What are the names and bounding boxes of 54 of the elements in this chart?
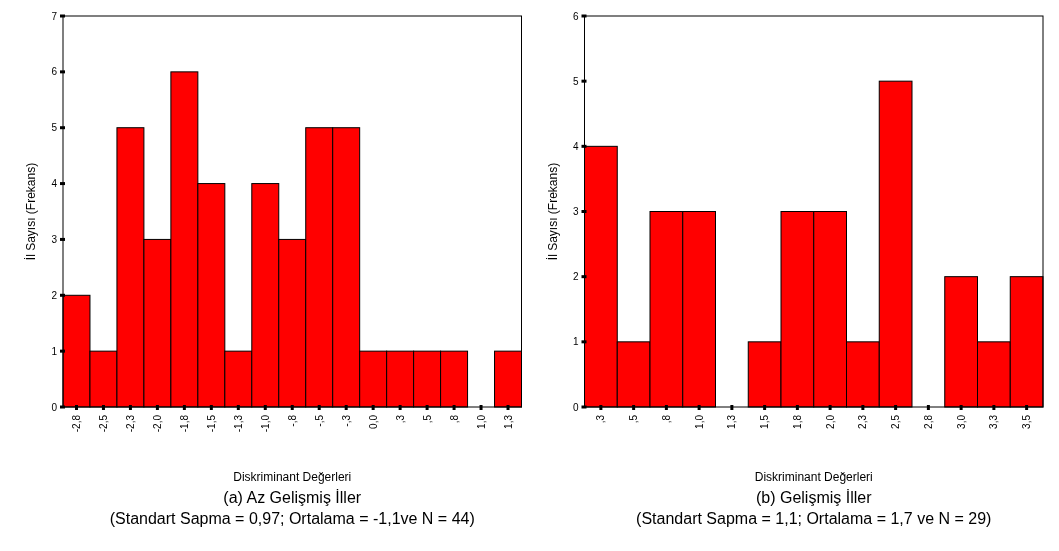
x-tick-label: -,5 bbox=[313, 414, 325, 427]
y-tick-label: 1 bbox=[51, 345, 58, 357]
y-tick-label: 3 bbox=[572, 206, 579, 217]
x-tick-label: 2,3 bbox=[857, 414, 869, 429]
x-axis-title: Diskriminant Değerleri bbox=[233, 470, 352, 484]
x-axis-title: Diskriminant Değerleri bbox=[754, 470, 873, 484]
x-tick-label: 3,5 bbox=[1021, 414, 1033, 429]
x-tick-label: -2,3 bbox=[124, 414, 136, 433]
x-tick-label: 3,3 bbox=[988, 414, 1000, 429]
x-tick-label: 1,5 bbox=[759, 414, 771, 429]
x-tick-label: -2,0 bbox=[151, 414, 163, 433]
x-tick-label: ,8 bbox=[448, 414, 460, 424]
y-tick-label: 4 bbox=[51, 178, 58, 190]
x-tick-label: 0,0 bbox=[367, 414, 379, 429]
x-tick-label: 2,5 bbox=[890, 414, 902, 429]
text: (b) Gelişmiş İller bbox=[755, 488, 873, 506]
x-tick-label: -,3 bbox=[340, 414, 352, 427]
text: (Standart Sapma = 0,97; Ortalama = -1,1ve N = 44) bbox=[109, 510, 475, 527]
x-tick-label: 1,0 bbox=[693, 414, 705, 429]
y-tick-label: 7 bbox=[51, 10, 58, 22]
x-tick-label: ,5 bbox=[421, 414, 433, 424]
y-tick-label: 6 bbox=[51, 66, 58, 78]
text: (Standart Sapma = 1,1; Ortalama = 1,7 ve N = 29) bbox=[636, 510, 992, 527]
x-tick-label: ,8 bbox=[660, 414, 672, 424]
y-tick-label: 3 bbox=[51, 233, 58, 245]
y-axis-title: İl Sayısı (Frekans) bbox=[24, 162, 38, 261]
x-tick-label: 1,3 bbox=[726, 414, 738, 429]
y-tick-label: 1 bbox=[572, 336, 579, 348]
y-tick-label: 0 bbox=[51, 401, 58, 413]
y-tick-label: 0 bbox=[572, 401, 579, 413]
x-tick-label: -1,8 bbox=[178, 414, 190, 433]
x-tick-label: -2,8 bbox=[70, 414, 82, 433]
y-tick-label: 5 bbox=[572, 75, 579, 87]
y-tick-label: 2 bbox=[572, 271, 579, 283]
x-tick-label: -1,3 bbox=[232, 414, 244, 433]
y-axis-title: İl Sayısı (Frekans) bbox=[545, 162, 560, 261]
x-tick-label: -1,0 bbox=[259, 414, 271, 433]
text: (a) Az Gelişmiş İller bbox=[223, 488, 362, 506]
x-tick-label: 3,0 bbox=[955, 414, 967, 429]
x-tick-label: 2,0 bbox=[824, 414, 836, 429]
y-tick-label: 4 bbox=[572, 140, 579, 152]
y-tick-label: 2 bbox=[51, 289, 58, 301]
y-tick-label: 6 bbox=[572, 10, 579, 22]
x-tick-label: ,5 bbox=[628, 414, 640, 424]
x-tick-label: 1,8 bbox=[791, 414, 803, 429]
x-tick-label: -1,5 bbox=[205, 414, 217, 433]
x-tick-label: ,3 bbox=[394, 414, 406, 424]
x-tick-label: -,8 bbox=[286, 414, 298, 427]
x-tick-label: ,3 bbox=[595, 414, 607, 424]
x-tick-label: 2,8 bbox=[922, 414, 934, 429]
x-tick-label: 1,3 bbox=[502, 414, 514, 429]
x-tick-label: 1,0 bbox=[475, 414, 487, 429]
x-tick-label: -2,5 bbox=[97, 414, 109, 433]
y-tick-label: 5 bbox=[51, 122, 58, 134]
